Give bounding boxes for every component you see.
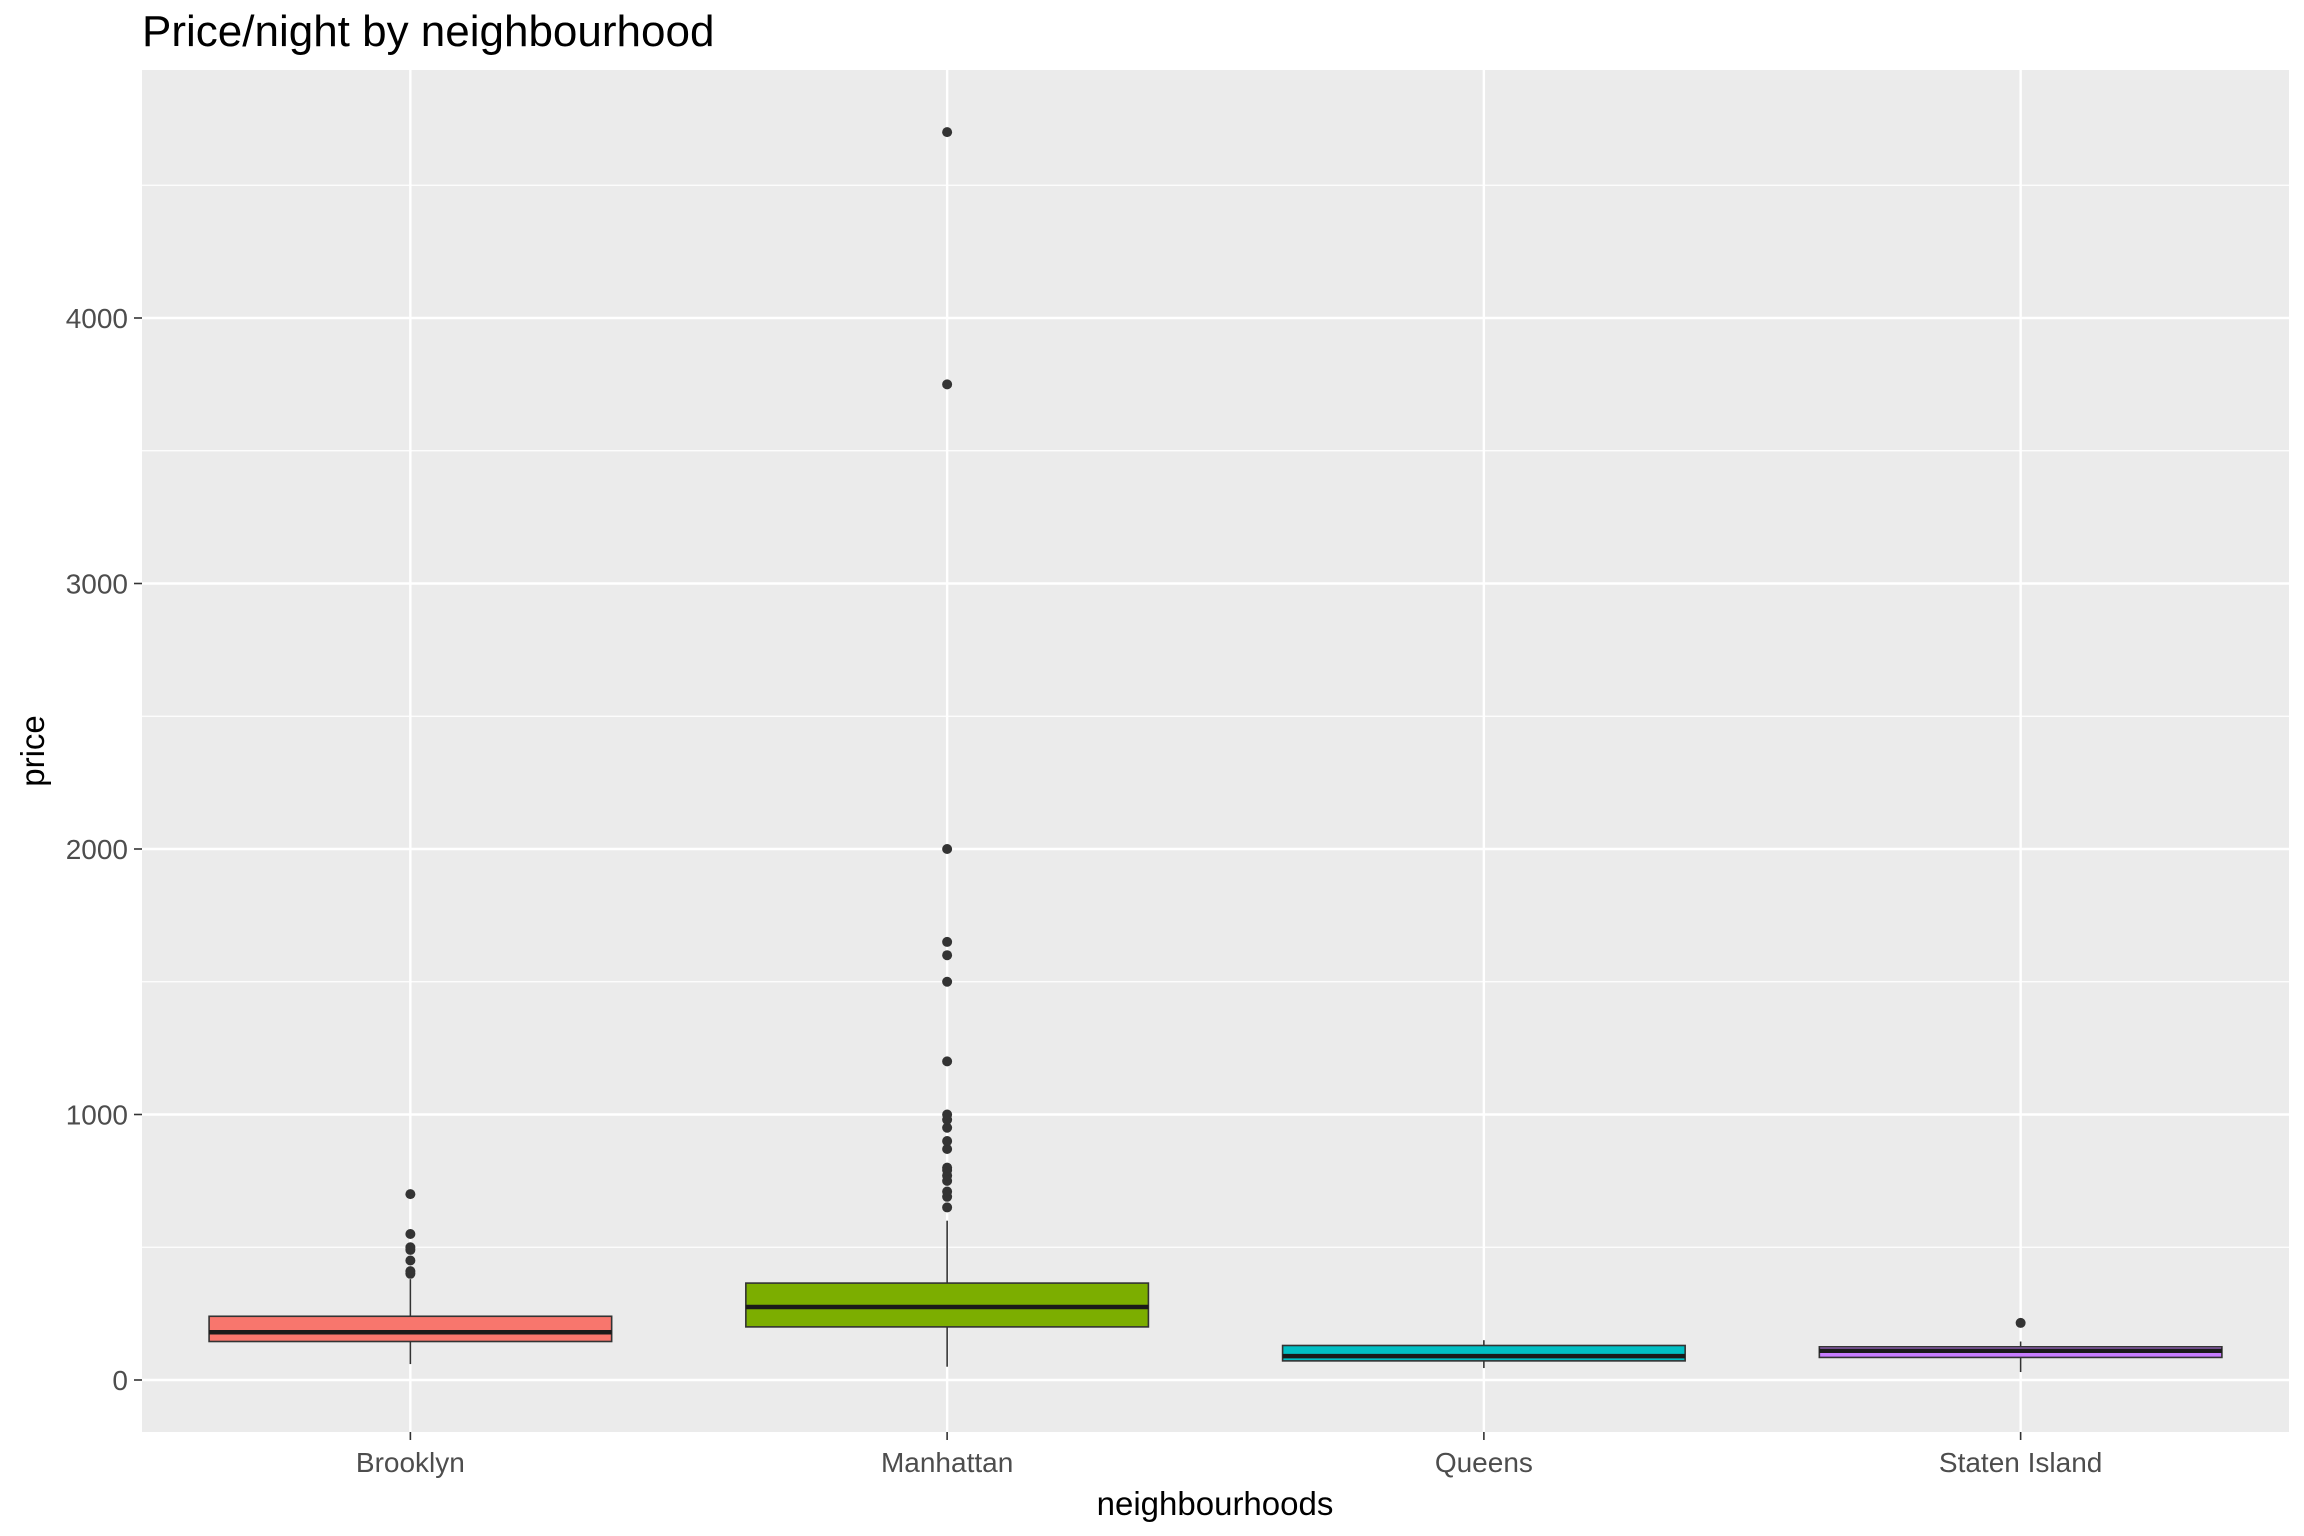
y-axis: 0 1000 2000 3000 4000 <box>66 303 142 1396</box>
y-tick-label: 0 <box>112 1365 128 1396</box>
outlier-point <box>405 1189 416 1200</box>
outlier-point <box>942 1122 953 1133</box>
outlier-point <box>942 1162 953 1173</box>
y-tick-label: 3000 <box>66 569 128 600</box>
x-tick-label: Manhattan <box>881 1447 1013 1478</box>
box-brooklyn <box>208 1189 613 1365</box>
box-staten-island <box>1818 1317 2223 1373</box>
outlier-point <box>942 1056 953 1067</box>
x-tick-label: Queens <box>1435 1447 1533 1478</box>
outlier-point <box>942 1202 953 1213</box>
x-axis: Brooklyn Manhattan Queens Staten Island <box>356 1432 2102 1478</box>
x-tick-label: Staten Island <box>1939 1447 2102 1478</box>
grid-lines <box>142 70 2289 1432</box>
chart-title: Price/night by neighbourhood <box>142 7 714 56</box>
outlier-point <box>942 844 953 854</box>
box-layer <box>208 127 2223 1373</box>
outlier-point <box>942 976 953 987</box>
box-manhattan <box>745 127 1150 1367</box>
y-axis-label: price <box>14 715 51 787</box>
x-axis-label: neighbourhoods <box>1097 1485 1334 1522</box>
plot-panel <box>142 70 2289 1432</box>
outlier-point <box>405 1255 416 1266</box>
y-tick-label: 2000 <box>66 834 128 865</box>
x-tick-label: Brooklyn <box>356 1447 465 1478</box>
outlier-point <box>942 1186 953 1197</box>
y-tick-label: 1000 <box>66 1100 128 1131</box>
outlier-point <box>942 1144 953 1155</box>
box-body <box>1281 1344 1686 1362</box>
outlier-point <box>405 1266 416 1277</box>
outlier-point <box>942 936 953 947</box>
outlier-point <box>942 950 953 961</box>
outlier-point <box>2015 1317 2026 1328</box>
outlier-point <box>942 379 953 390</box>
outlier-point <box>942 1136 953 1147</box>
outlier-point <box>405 1242 416 1253</box>
box-queens <box>1281 1340 1686 1369</box>
box-body <box>208 1315 613 1343</box>
outlier-point <box>942 127 953 138</box>
y-tick-label: 4000 <box>66 303 128 334</box>
outlier-point <box>942 1109 953 1120</box>
outlier-point <box>405 1228 416 1239</box>
